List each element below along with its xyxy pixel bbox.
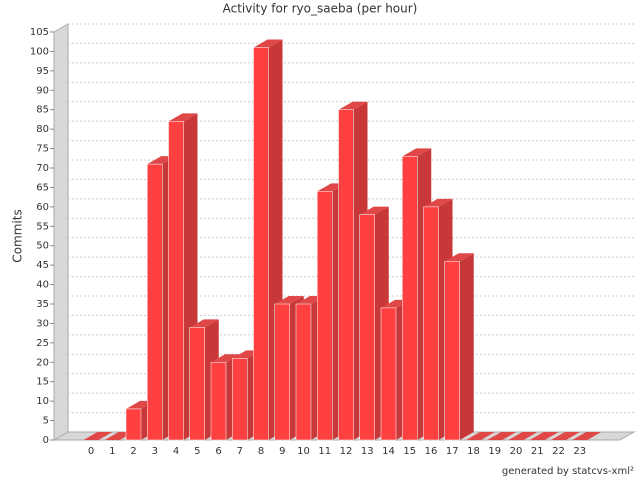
y-tick-label: 60 [36, 202, 49, 213]
x-tick-label: 20 [510, 446, 523, 457]
bar [147, 163, 163, 441]
bar-top [189, 319, 219, 328]
y-tick-label: 95 [36, 66, 49, 77]
bar-top [359, 206, 389, 215]
bar [253, 47, 269, 441]
x-tick-label: 12 [340, 446, 353, 457]
bar [295, 303, 312, 441]
bar [423, 206, 439, 441]
x-tick-label: 3 [152, 446, 158, 457]
x-tick-label: 13 [361, 446, 374, 457]
x-tick-label: 4 [173, 446, 179, 457]
y-tick-label: 50 [36, 241, 49, 252]
x-tick-label: 15 [403, 446, 416, 457]
y-tick-label: 30 [36, 318, 49, 329]
x-tick-label: 22 [552, 446, 565, 457]
x-tick-label: 18 [467, 446, 480, 457]
x-tick-label: 0 [88, 446, 94, 457]
bar [274, 303, 290, 441]
y-tick-label: 25 [36, 338, 49, 349]
bar-top [253, 39, 283, 48]
y-tick-label: 20 [36, 357, 49, 368]
x-tick-label: 16 [425, 446, 438, 457]
side-wall [53, 23, 69, 441]
bar-side [459, 253, 474, 440]
bar-top [168, 113, 198, 122]
x-tick-label: 10 [297, 446, 310, 457]
bar [189, 327, 205, 441]
bar [402, 156, 418, 441]
x-tick-label: 5 [194, 446, 200, 457]
x-tick-label: 17 [446, 446, 459, 457]
x-tick-label: 6 [215, 446, 221, 457]
footer: generated by statcvs-xml² [502, 466, 634, 477]
x-tick-label: 11 [318, 446, 331, 457]
bar-top [529, 432, 559, 440]
x-tick-label: 9 [279, 446, 285, 457]
bar-top [466, 432, 495, 440]
y-tick-label: 0 [43, 435, 49, 446]
bar-top [572, 432, 602, 440]
bar-top [83, 432, 113, 440]
x-tick-label: 1 [109, 446, 115, 457]
bar-top [402, 148, 432, 157]
x-tick-label: 19 [488, 446, 501, 457]
y-tick-label: 70 [36, 163, 49, 174]
bar [444, 261, 460, 441]
chart-title: Activity for ryo_saeba (per hour) [223, 2, 418, 16]
y-tick-label: 65 [36, 182, 49, 193]
y-tick-label: 55 [36, 221, 49, 232]
bar [380, 307, 397, 441]
y-tick-label: 35 [36, 299, 49, 310]
bar-top [551, 432, 580, 440]
y-axis-label: Commits [11, 209, 25, 262]
bar-top [338, 101, 368, 110]
bar-top [211, 354, 240, 363]
bar [338, 109, 354, 441]
y-tick-label: 10 [36, 396, 49, 407]
bar-top [444, 253, 474, 262]
bar [359, 214, 375, 441]
bar-top [274, 296, 304, 304]
bar [210, 362, 227, 441]
x-tick-label: 2 [130, 446, 136, 457]
y-tick-label: 45 [36, 260, 49, 271]
y-tick-label: 90 [36, 85, 49, 96]
y-tick-label: 75 [36, 144, 49, 155]
bar [125, 408, 142, 441]
x-tick-label: 14 [382, 446, 395, 457]
y-tick-label: 85 [36, 105, 49, 116]
bar-top [487, 432, 517, 440]
y-tick-label: 105 [30, 27, 49, 38]
bar [168, 121, 184, 441]
bar-top [423, 198, 453, 207]
x-tick-label: 21 [531, 446, 544, 457]
y-tick-label: 100 [30, 46, 49, 57]
y-tick-label: 5 [43, 416, 49, 427]
x-tick-label: 8 [258, 446, 264, 457]
y-tick-label: 15 [36, 377, 49, 388]
y-tick-label: 80 [36, 124, 49, 135]
bar [317, 191, 333, 441]
x-tick-label: 23 [573, 446, 586, 457]
bar-top [508, 432, 538, 440]
y-tick-label: 40 [36, 280, 49, 291]
x-tick-label: 7 [237, 446, 243, 457]
bar [232, 358, 248, 441]
